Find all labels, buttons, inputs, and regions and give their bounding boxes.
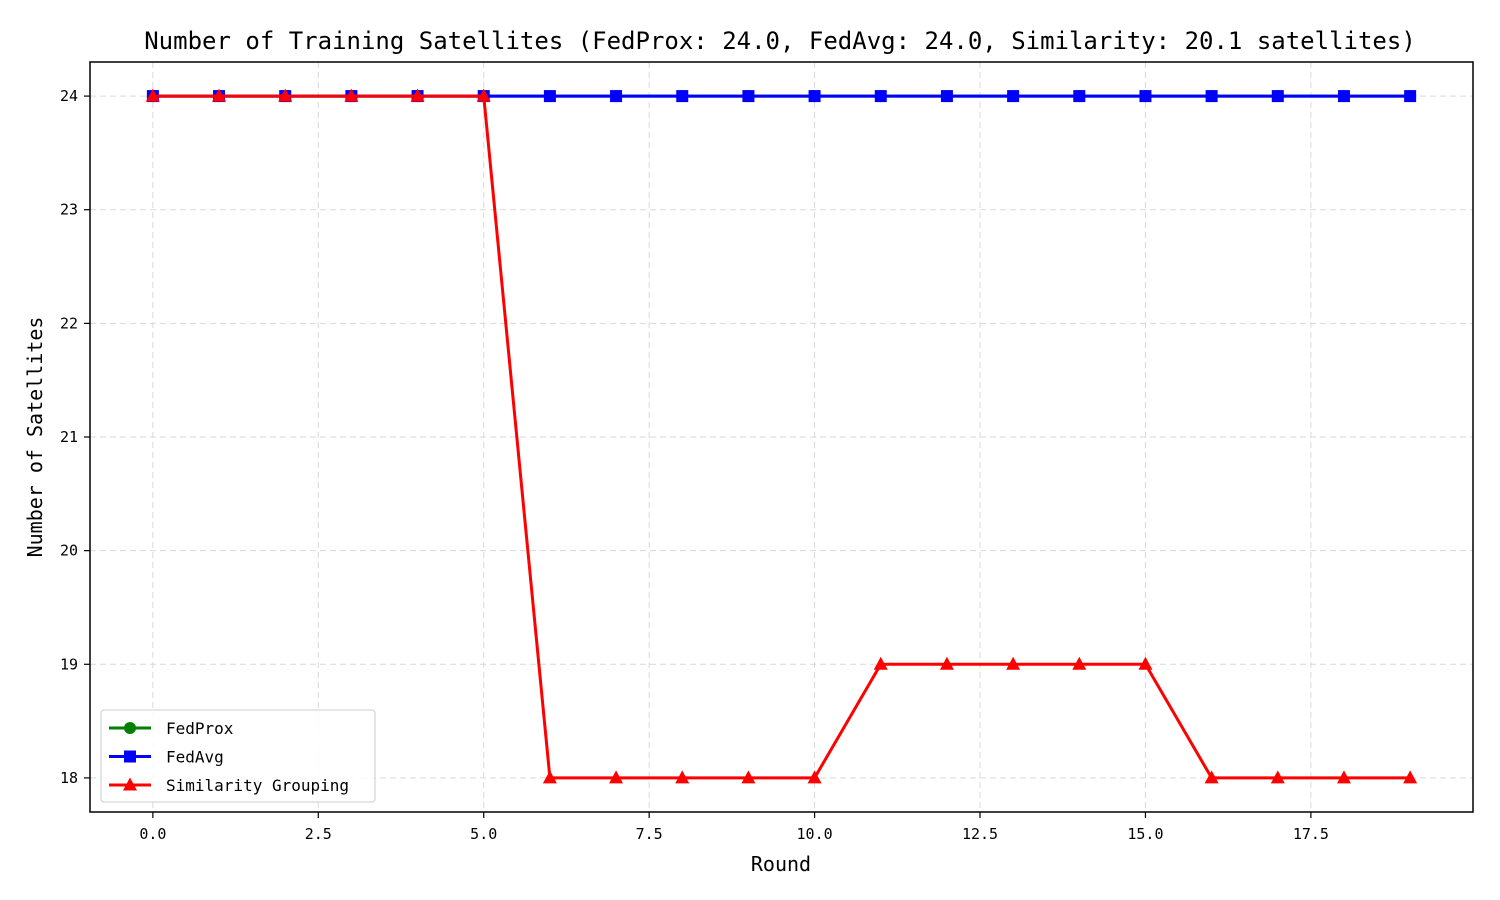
x-tick-label: 2.5 — [305, 825, 332, 843]
data-point-fedavg — [543, 90, 556, 103]
data-point-similarity-grouping — [1270, 770, 1285, 784]
legend-label: FedAvg — [166, 748, 224, 767]
data-point-fedavg — [808, 90, 821, 103]
x-tick-label: 15.0 — [1127, 825, 1163, 843]
series-layer — [145, 88, 1418, 784]
data-point-similarity-grouping — [145, 88, 160, 102]
legend-label: Similarity Grouping — [166, 776, 349, 795]
data-point-similarity-grouping — [1138, 656, 1153, 670]
legend-label: FedProx — [166, 719, 234, 738]
data-point-fedavg — [1404, 90, 1417, 103]
data-point-fedavg — [1073, 90, 1086, 103]
data-point-similarity-grouping — [675, 770, 690, 784]
y-axis-label: Number of Satellites — [23, 317, 47, 558]
data-point-similarity-grouping — [807, 770, 822, 784]
data-point-fedavg — [1139, 90, 1152, 103]
x-tick-label: 7.5 — [636, 825, 663, 843]
grid — [90, 62, 1473, 812]
legend: FedProx FedAvg Similarity Grouping — [100, 709, 376, 803]
legend-marker — [124, 750, 136, 763]
data-point-similarity-grouping — [1336, 770, 1351, 784]
data-point-similarity-grouping — [344, 88, 359, 102]
data-point-fedavg — [1337, 90, 1350, 103]
data-point-fedavg — [1007, 90, 1020, 103]
x-tick-label: 10.0 — [797, 825, 833, 843]
series-similarity-grouping — [145, 88, 1418, 784]
x-axis-label: Round — [751, 852, 811, 876]
x-tick-label: 5.0 — [470, 825, 497, 843]
data-point-fedavg — [1205, 90, 1218, 103]
y-tick-label: 18 — [60, 769, 78, 787]
y-tick-label: 24 — [60, 87, 78, 105]
data-point-similarity-grouping — [542, 770, 557, 784]
data-point-similarity-grouping — [1403, 770, 1418, 784]
data-point-similarity-grouping — [1204, 770, 1219, 784]
y-tick-label: 22 — [60, 314, 78, 332]
series-line-similarity-grouping — [152, 94, 1411, 780]
y-tick-label: 19 — [60, 655, 78, 673]
data-point-similarity-grouping — [609, 770, 624, 784]
data-point-fedavg — [610, 90, 623, 103]
data-point-similarity-grouping — [741, 770, 756, 784]
x-tick-label: 0.0 — [139, 825, 166, 843]
axis-ticks: 0.0 2.5 5.0 7.5 10.0 12.5 15.0 17.5 18 19 20 21 22 23… — [60, 87, 1329, 843]
data-point-similarity-grouping — [1072, 656, 1087, 670]
x-tick-label: 12.5 — [962, 825, 998, 843]
data-point-fedavg — [742, 90, 755, 103]
legend-marker — [124, 722, 136, 734]
plot-frame — [89, 61, 1474, 813]
data-point-similarity-grouping — [476, 88, 491, 102]
legend-marker — [123, 777, 137, 791]
data-point-similarity-grouping — [939, 656, 954, 670]
x-tick-label: 17.5 — [1293, 825, 1329, 843]
y-tick-label: 23 — [60, 201, 78, 219]
y-tick-label: 21 — [60, 428, 78, 446]
y-tick-label: 20 — [60, 542, 78, 560]
data-point-similarity-grouping — [212, 88, 227, 102]
legend-box — [100, 709, 376, 803]
data-point-fedavg — [874, 90, 887, 103]
data-point-fedavg — [940, 90, 953, 103]
data-point-similarity-grouping — [1006, 656, 1021, 670]
chart-title: Number of Training Satellites (FedProx: … — [144, 27, 1416, 55]
data-point-fedavg — [1271, 90, 1284, 103]
data-point-similarity-grouping — [278, 88, 293, 102]
data-point-similarity-grouping — [873, 656, 888, 670]
data-point-fedavg — [676, 90, 689, 103]
data-point-similarity-grouping — [410, 88, 425, 102]
